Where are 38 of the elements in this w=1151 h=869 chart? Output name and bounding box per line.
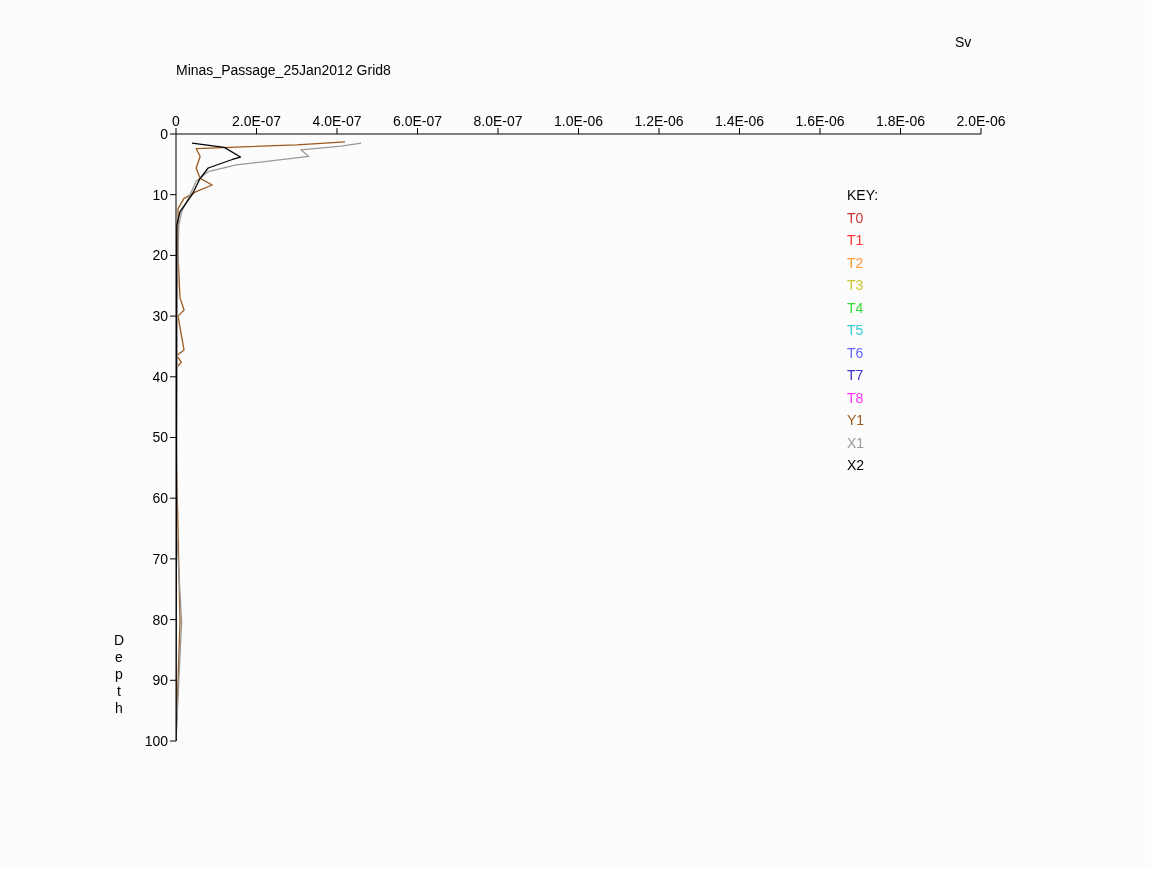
legend-label: T0 bbox=[847, 208, 865, 228]
chart-title: Minas_Passage_25Jan2012 Grid8 bbox=[176, 62, 391, 78]
legend-label: T3 bbox=[847, 276, 865, 295]
x-tick-label: 1.4E-06 bbox=[714, 113, 765, 129]
x-tick-label: 0 bbox=[172, 113, 181, 129]
legend-title: KEY: bbox=[847, 186, 879, 205]
x-tick-label: 1.6E-06 bbox=[795, 113, 845, 129]
legend-label: T8 bbox=[847, 388, 865, 408]
legend-label: T1 bbox=[847, 231, 865, 250]
y-axis-title: Depth bbox=[112, 632, 126, 717]
text: X2 bbox=[847, 456, 866, 475]
y-tick-label: 80 bbox=[152, 611, 169, 628]
x-tick-label: 1.0E-06 bbox=[553, 113, 604, 129]
x-tick-label: 1.2E-06 bbox=[634, 113, 684, 129]
y-tick-label: 70 bbox=[152, 550, 169, 567]
legend-label: T5 bbox=[847, 321, 865, 340]
y-tick-label: 100 bbox=[144, 732, 169, 749]
x-tick-label: 2.0E-06 bbox=[956, 113, 1006, 129]
x-tick-label: 4.0E-07 bbox=[312, 113, 362, 129]
legend-label: T4 bbox=[847, 298, 865, 318]
y-tick-label: 90 bbox=[152, 672, 169, 689]
legend-label: T6 bbox=[847, 343, 865, 363]
x-tick-label: 2.0E-07 bbox=[231, 113, 282, 129]
y-tick-label: 20 bbox=[152, 247, 169, 264]
y-tick-label: 0 bbox=[160, 125, 169, 142]
x-tick-label: 6.0E-07 bbox=[392, 113, 443, 129]
text: X1 bbox=[847, 433, 866, 453]
x-tick-label: 1.8E-06 bbox=[875, 113, 926, 129]
y-tick-label: 10 bbox=[152, 186, 169, 203]
x-tick-label: 8.0E-07 bbox=[473, 113, 523, 129]
x-axis-title: Sv bbox=[955, 34, 972, 50]
legend-label: T2 bbox=[847, 253, 865, 273]
legend-label: T7 bbox=[847, 366, 865, 385]
y-tick-label: 30 bbox=[152, 308, 169, 325]
y-tick-label: 50 bbox=[152, 429, 169, 446]
y-tick-label: 60 bbox=[152, 490, 169, 507]
text: Y1 bbox=[847, 411, 866, 430]
y-tick-label: 40 bbox=[152, 368, 169, 385]
